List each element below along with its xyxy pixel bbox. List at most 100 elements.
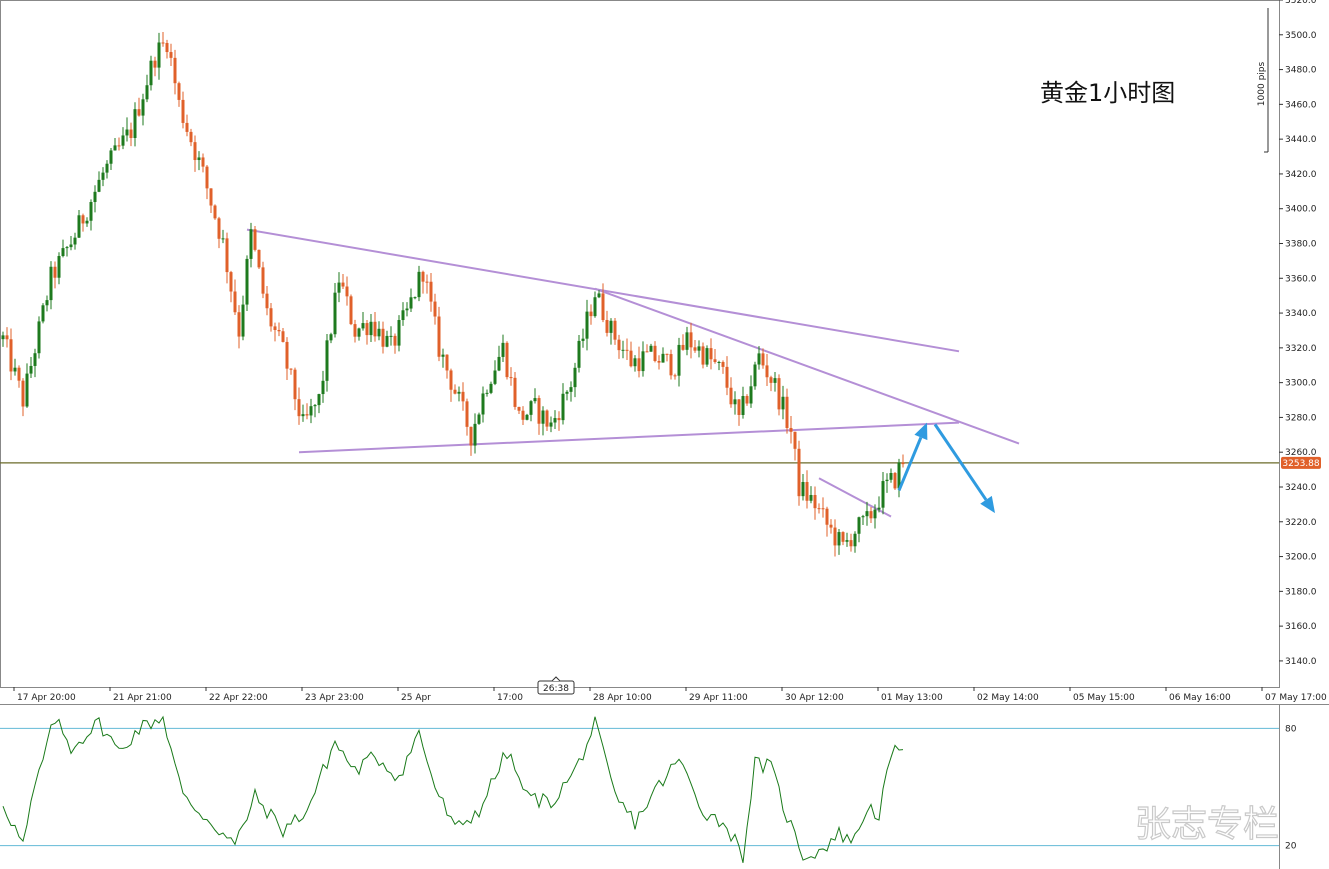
candle-body (73, 237, 77, 245)
candle-body (637, 358, 641, 372)
candle-body (473, 423, 477, 446)
main-plot-frame (0, 0, 1280, 688)
candle-body (205, 166, 209, 189)
candle-body (1, 335, 5, 340)
price-axis: 3520.0 3500.0 3480.0 3460.0 3440.0 3420.0 3400… (1279, 0, 1317, 667)
candle-body (541, 410, 545, 424)
candle-body (181, 99, 185, 123)
candle-body (325, 340, 329, 381)
candle-body (493, 370, 497, 384)
candle-body (717, 361, 721, 363)
candle-body (381, 328, 385, 347)
candle-body (561, 393, 565, 421)
trendlines (246, 228, 1020, 518)
candle-body (173, 57, 177, 84)
candle-body (605, 320, 609, 333)
candle-body (417, 271, 421, 298)
candle-body (797, 448, 801, 497)
time-axis-label: 17:00 (497, 693, 523, 703)
candle-body (193, 142, 197, 161)
candle-body (165, 42, 169, 53)
candle-body (445, 354, 449, 371)
candle-body (845, 540, 849, 542)
candle-body (393, 335, 397, 346)
time-axis-label: 22 Apr 22:00 (209, 693, 268, 703)
candle-body (133, 109, 137, 138)
candle-body (649, 345, 653, 352)
candle-body (501, 342, 505, 357)
candle-body (733, 399, 737, 405)
candle-body (693, 347, 697, 351)
candle-body (833, 527, 837, 546)
candle-body (529, 401, 533, 415)
candle-body (625, 349, 629, 351)
candle-body (273, 326, 277, 330)
candle-body (545, 410, 549, 427)
candle-body (505, 342, 509, 378)
candle-body (17, 367, 21, 381)
candle-body (433, 301, 437, 317)
candle-body (769, 377, 773, 383)
projection-arrow-shaft (897, 436, 923, 492)
candle-body (517, 406, 521, 411)
candle-body (213, 205, 217, 219)
time-axis-label: 28 Apr 10:00 (593, 693, 652, 703)
candle-body (97, 179, 101, 192)
candle-body (261, 267, 265, 294)
candle-body (277, 329, 281, 332)
candle-body (585, 311, 589, 339)
candle-body (65, 247, 69, 249)
candle-body (617, 339, 621, 351)
projection-arrow-shaft (933, 423, 988, 501)
candle-body (413, 297, 417, 299)
candle-body (197, 157, 201, 161)
candle-body (469, 426, 473, 446)
time-axis-label: 01 May 13:00 (881, 693, 943, 703)
candle-body (893, 472, 897, 489)
candle-body (513, 377, 517, 407)
price-axis-label: 3360.0 (1285, 274, 1317, 284)
time-axis-label: 07 May 17:00 (1265, 693, 1327, 703)
candle-body (765, 365, 769, 378)
candle-body (837, 532, 841, 546)
candle-body (245, 258, 249, 305)
candle-body (137, 109, 141, 116)
price-axis-label: 3240.0 (1285, 483, 1317, 493)
candle-body (521, 410, 525, 420)
candle-body (589, 311, 593, 317)
candle-body (757, 353, 761, 365)
candle-body (785, 396, 789, 428)
candle-body (741, 396, 745, 415)
candle-body (329, 334, 333, 341)
candle-body (609, 320, 613, 333)
candle-body (93, 191, 97, 203)
candle-body (269, 308, 273, 327)
candle-body (241, 304, 245, 337)
candle-body (613, 320, 617, 340)
oscillator-level-label: 20 (1285, 842, 1297, 852)
candle-body (581, 338, 585, 341)
candle-body (293, 369, 297, 400)
candle-body (629, 350, 633, 367)
price-axis-label: 3420.0 (1285, 170, 1317, 180)
price-axis-label: 3340.0 (1285, 309, 1317, 319)
candle-body (885, 479, 889, 482)
candle-body (709, 348, 713, 360)
candle-body (69, 244, 73, 248)
candle-body (101, 172, 105, 180)
projection-arrow-head (980, 495, 995, 514)
candle-body (121, 135, 125, 146)
candle-body (125, 129, 129, 136)
candle-body (421, 271, 425, 282)
candle-body (153, 60, 157, 68)
trendline (298, 421, 960, 454)
candle-body (369, 321, 373, 336)
candle-body (673, 375, 677, 377)
candle-body (185, 122, 189, 132)
candle-body (313, 405, 317, 407)
price-axis-label: 3280.0 (1285, 413, 1317, 423)
candle-body (321, 380, 325, 395)
candle-body (901, 462, 905, 465)
candle-body (249, 229, 253, 259)
candle-body (49, 266, 53, 301)
